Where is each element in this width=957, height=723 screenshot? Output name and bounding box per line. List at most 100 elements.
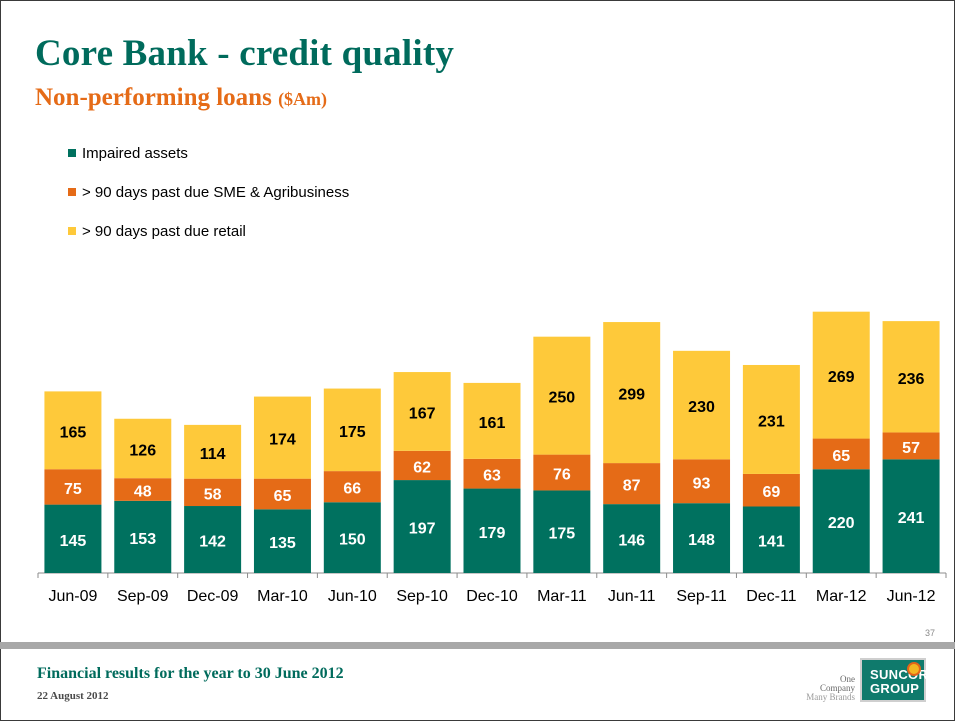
x-tick-label-2: Dec-09 xyxy=(187,588,239,605)
data-label-s1-10: 69 xyxy=(762,484,780,501)
bar-segment-s2-9 xyxy=(673,350,731,460)
data-label-s2-12: 236 xyxy=(898,371,925,388)
tagline-line-2: Many Brands xyxy=(806,692,855,702)
bar-segment-s0-9 xyxy=(673,503,731,573)
bar-segment-s2-11 xyxy=(812,311,870,439)
data-label-s1-5: 62 xyxy=(413,459,431,476)
x-tick-label-6: Dec-10 xyxy=(466,588,518,605)
bar-segment-s1-0 xyxy=(44,469,102,505)
stacked-bar-chart: 145 75 165 Jun-09 153 48 126 Sep-09 142 58 114 Dec-… xyxy=(37,145,947,605)
x-tick-label-4: Jun-10 xyxy=(328,588,377,605)
bar-segment-s1-10 xyxy=(742,473,800,507)
x-tick-label-3: Mar-10 xyxy=(257,588,308,605)
x-tick-label-1: Sep-09 xyxy=(117,588,169,605)
data-label-s0-7: 175 xyxy=(548,526,575,543)
data-label-s2-5: 167 xyxy=(409,405,436,422)
data-label-s0-8: 146 xyxy=(618,533,645,550)
sun-icon xyxy=(907,662,921,676)
x-tick-label-12: Jun-12 xyxy=(887,588,936,605)
data-label-s1-2: 58 xyxy=(204,486,222,503)
legend-label-0: Impaired assets xyxy=(82,145,188,162)
suncorp-logo: SUNCORP GROUP xyxy=(860,658,937,702)
brand-tagline: One Company Many Brands xyxy=(803,675,855,702)
bar-segment-s0-3 xyxy=(253,509,311,573)
data-label-s0-3: 135 xyxy=(269,535,296,552)
legend-label-2: > 90 days past due retail xyxy=(82,223,246,240)
bar-segment-s1-9 xyxy=(673,459,731,504)
data-label-s2-4: 175 xyxy=(339,424,366,441)
data-label-s1-7: 76 xyxy=(553,467,571,484)
legend-swatch-2 xyxy=(68,227,76,235)
bar-segment-s1-2 xyxy=(184,478,242,507)
bar-segment-s2-7 xyxy=(533,336,591,455)
x-tick-label-8: Jun-11 xyxy=(608,588,656,605)
data-label-s0-4: 150 xyxy=(339,532,366,549)
data-label-s2-6: 161 xyxy=(479,415,506,432)
footer-date: 22 August 2012 xyxy=(37,690,109,702)
data-label-s2-3: 174 xyxy=(269,432,296,449)
data-label-s2-0: 165 xyxy=(60,424,87,441)
x-tick-label-5: Sep-10 xyxy=(396,588,448,605)
x-tick-label-7: Mar-11 xyxy=(537,588,587,605)
data-label-s0-0: 145 xyxy=(60,533,87,550)
bar-segment-s1-8 xyxy=(603,463,661,505)
data-label-s1-0: 75 xyxy=(64,481,82,498)
data-label-s1-9: 93 xyxy=(693,475,711,492)
x-tick-label-11: Mar-12 xyxy=(816,588,867,605)
bar-segment-s0-4 xyxy=(323,502,381,573)
bar-segment-s1-3 xyxy=(253,478,311,510)
chart-area: 145 75 165 Jun-09 153 48 126 Sep-09 142 58 114 Dec-… xyxy=(37,145,947,605)
bar-segment-s0-10 xyxy=(742,506,800,573)
bar-segment-s0-12 xyxy=(882,459,940,573)
data-label-s0-12: 241 xyxy=(898,510,925,527)
legend-label-1: > 90 days past due SME & Agribusiness xyxy=(82,184,349,201)
subtitle-text: Non-performing loans xyxy=(35,84,272,111)
bar-segment-s0-5 xyxy=(393,480,451,573)
bar-segment-s1-11 xyxy=(812,438,870,470)
bar-segment-s2-6 xyxy=(463,382,521,459)
x-tick-label-9: Sep-11 xyxy=(676,588,727,605)
bar-segment-s2-3 xyxy=(253,396,311,479)
data-label-s1-1: 48 xyxy=(134,484,152,501)
bar-segment-s1-7 xyxy=(533,454,591,491)
bar-segment-s1-5 xyxy=(393,450,451,481)
data-label-s0-5: 197 xyxy=(409,521,436,538)
logo-text-line-2: GROUP xyxy=(870,681,920,696)
bar-segment-s0-2 xyxy=(184,506,242,573)
data-label-s2-1: 126 xyxy=(129,442,156,459)
bar-segment-s2-8 xyxy=(603,322,661,464)
x-tick-label-10: Dec-11 xyxy=(746,588,796,605)
bar-segment-s2-4 xyxy=(323,388,381,472)
bar-segment-s2-0 xyxy=(44,391,102,470)
bar-segment-s1-12 xyxy=(882,432,940,460)
bar-segment-s1-1 xyxy=(114,478,172,501)
bar-segment-s0-0 xyxy=(44,504,102,573)
data-label-s1-3: 65 xyxy=(274,488,292,505)
bar-segment-s0-8 xyxy=(603,504,661,573)
page-number: 37 xyxy=(924,628,935,638)
data-label-s0-6: 179 xyxy=(479,525,506,542)
data-label-s1-11: 65 xyxy=(832,448,850,465)
bar-segment-s2-1 xyxy=(114,418,172,479)
page-title: Core Bank - credit quality xyxy=(35,33,455,74)
data-label-s2-2: 114 xyxy=(200,446,226,463)
x-tick-label-0: Jun-09 xyxy=(48,588,97,605)
bar-segment-s2-5 xyxy=(393,372,451,451)
bar-segment-s2-2 xyxy=(184,424,242,479)
tagline-line-1: One Company xyxy=(820,674,855,693)
data-label-s2-9: 230 xyxy=(688,399,715,416)
legend-swatch-1 xyxy=(68,188,76,196)
footer-title: Financial results for the year to 30 Jun… xyxy=(37,665,344,682)
footer-divider xyxy=(0,642,955,649)
legend-swatch-0 xyxy=(68,149,76,157)
data-label-s2-8: 299 xyxy=(618,387,645,404)
data-label-s1-8: 87 xyxy=(623,478,641,495)
data-label-s0-9: 148 xyxy=(688,532,715,549)
bar-segment-s1-6 xyxy=(463,458,521,489)
data-label-s1-6: 63 xyxy=(483,468,501,485)
data-label-s0-10: 141 xyxy=(758,534,785,551)
data-label-s2-7: 250 xyxy=(548,390,575,407)
page-subtitle: Non-performing loans ($Am) xyxy=(35,84,327,112)
data-label-s1-12: 57 xyxy=(902,440,920,457)
